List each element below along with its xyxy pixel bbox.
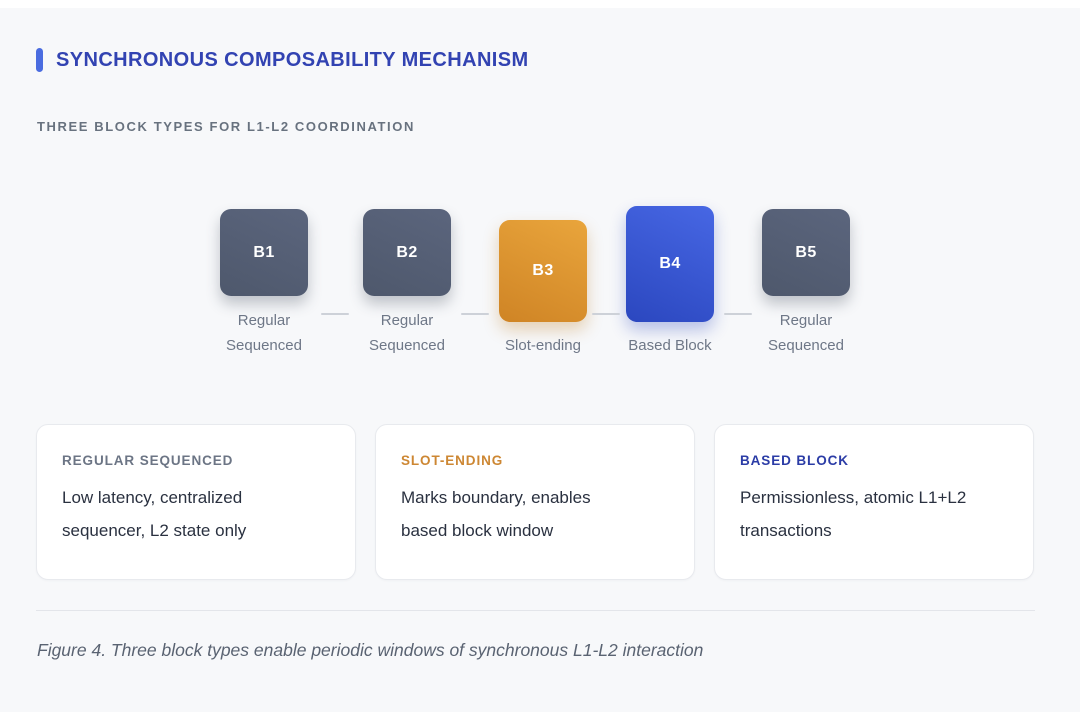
block-b5: B5 [762,209,850,296]
block-b2-label: Regular Sequenced [369,312,445,354]
footer-divider [36,610,1035,611]
card-title: REGULAR SEQUENCED [62,453,234,468]
block-b2: B2 [363,209,451,296]
block-b3: B3 [499,220,587,322]
block-b3-label: Slot-ending [505,337,581,354]
card-title: BASED BLOCK [740,453,849,468]
block-b1: B1 [220,209,308,296]
block-b4: B4 [626,206,714,322]
card-title: SLOT-ENDING [401,453,504,468]
connector-line [461,313,489,315]
header: SYNCHRONOUS COMPOSABILITY MECHANISM [36,48,529,72]
figure-caption: Figure 4. Three block types enable perio… [37,640,704,660]
block-diagram: B1 B2 B3 B4 B5 Regular Sequenced Regular… [220,206,850,354]
card-slot-ending: SLOT-ENDING Marks boundary, enables base… [375,424,695,580]
title-accent-bar [36,48,43,72]
card-body: Marks boundary, enables based block wind… [401,488,591,540]
connector-line [321,313,349,315]
diagram-subtitle: THREE BLOCK TYPES FOR L1-L2 COORDINATION [37,119,415,134]
connector-line [724,313,752,315]
card-body: Low latency, centralized sequencer, L2 s… [62,488,247,540]
card-based-block: BASED BLOCK Permissionless, atomic L1+L2… [714,424,1034,580]
block-b1-label: Regular Sequenced [226,312,302,354]
page-title: SYNCHRONOUS COMPOSABILITY MECHANISM [56,48,529,71]
top-edge-strip [0,0,1080,8]
block-b5-label: Regular Sequenced [768,312,844,354]
block-b4-label: Based Block [628,337,712,354]
card-body: Permissionless, atomic L1+L2 transaction… [740,488,967,540]
connector-line [592,313,620,315]
card-regular-sequenced: REGULAR SEQUENCED Low latency, centraliz… [36,424,356,580]
